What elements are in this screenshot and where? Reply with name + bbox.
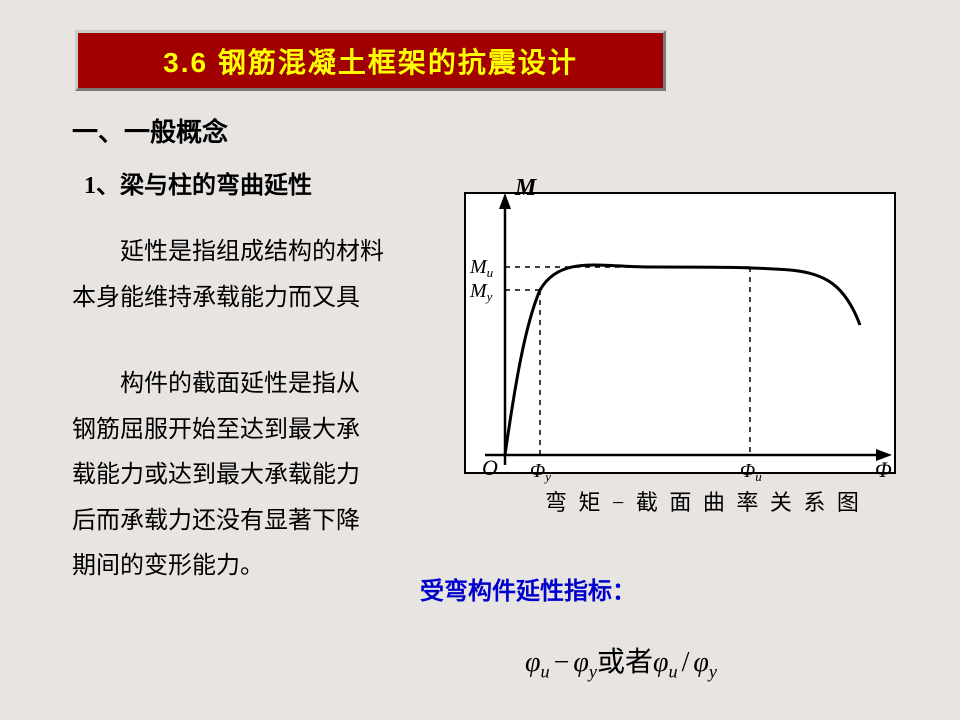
title-bar: 3.6 钢筋混凝土框架的抗震设计: [75, 30, 666, 91]
p1l2: 本身能维持承载能力而又具: [72, 285, 360, 311]
paragraph-section-ductility: 构件的截面延性是指从钢筋屈服开始至达到最大承载能力或达到最大承载能力后而承载力还…: [72, 362, 362, 590]
subsection-heading: 1、梁与柱的弯曲延性: [84, 165, 312, 200]
svg-text:Φ: Φ: [875, 457, 892, 482]
title-text: 3.6 钢筋混凝土框架的抗震设计: [163, 41, 578, 81]
paragraph-ductility-1: 延性是指组成结构的材料 本身能维持承载能力而又具: [72, 230, 432, 321]
ductility-equation: φu−φy或者φu/φy: [525, 640, 717, 683]
indicator-label: 受弯构件延性指标：: [420, 570, 636, 616]
p2: 构件的截面延性是指从钢筋屈服开始至达到最大承载能力或达到最大承载能力后而承载力还…: [72, 371, 360, 579]
p1l1: 延性是指组成结构的材料: [120, 239, 384, 265]
diagram-caption: 弯 矩 − 截 面 曲 率 关 系 图: [545, 485, 862, 517]
svg-text:O: O: [482, 455, 498, 480]
svg-text:M: M: [514, 175, 538, 201]
moment-curvature-diagram: M Mu My O Φy Φu Φ 弯 矩 − 截 面 曲 率 关 系 图: [430, 175, 930, 505]
section-heading: 一、一般概念: [72, 112, 228, 149]
eq-or: 或者: [597, 647, 653, 678]
